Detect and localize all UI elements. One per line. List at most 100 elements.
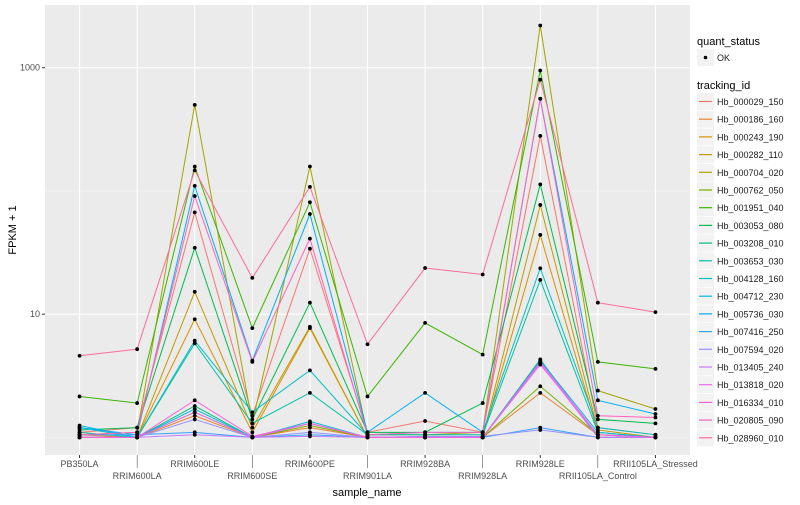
data-point-Hb_020805_090-RRIM901LA — [365, 432, 370, 437]
x-tick-label: RRIM928BA — [400, 459, 450, 469]
data-point-Hb_003053_080-RRII105LA_Stressed — [653, 421, 658, 426]
legend-label: Hb_020805_090 — [717, 416, 784, 426]
x-tick-label: RRII105LA_Control — [559, 471, 637, 481]
data-point-Hb_020805_090-RRII105LA_Stressed — [653, 415, 658, 420]
x-tick-label: RRIM600SE — [227, 471, 277, 481]
data-point-Hb_000704_020-RRIM928LE — [538, 23, 543, 28]
data-point-Hb_020805_090-RRII105LA_Control — [595, 413, 600, 418]
data-point-Hb_000029_150-RRIM600SE — [250, 413, 255, 418]
data-point-Hb_028960_010-RRIM928LE — [538, 77, 543, 82]
legend: quant_status OK tracking_id Hb_000029_15… — [697, 36, 784, 447]
data-point-Hb_020805_090-RRIM600PE — [308, 236, 312, 241]
data-point-Hb_000762_050-RRIM928LE — [538, 384, 543, 389]
data-point-Hb_013818_020-RRIM600LE — [192, 410, 197, 415]
data-point-Hb_000186_160-RRIM928LE — [538, 390, 543, 395]
legend-label: Hb_004712_230 — [717, 292, 784, 302]
data-point-Hb_005736_030-RRIM600PE — [308, 212, 312, 216]
x-axis-title: sample_name — [332, 487, 401, 499]
data-point-Hb_020805_090-RRIM928LA — [480, 430, 485, 435]
legend-label: Hb_000243_190 — [717, 132, 784, 142]
data-point-Hb_003653_030-RRIM600SE — [250, 421, 255, 426]
data-point-Hb_004128_160-RRII105LA_Control — [595, 425, 600, 430]
data-point-Hb_003208_010-RRIM600LE — [192, 404, 197, 408]
data-point-Hb_003053_080-RRIM600PE — [308, 300, 312, 305]
data-point-Hb_000029_150-RRIM928BA — [423, 419, 427, 423]
data-point-Hb_000282_110-RRIM600SE — [250, 425, 255, 430]
data-point-Hb_028960_010-RRIM901LA — [365, 342, 370, 347]
data-point-Hb_000282_110-RRIM928LE — [538, 203, 543, 207]
data-point-Hb_001951_040-RRII105LA_Stressed — [653, 366, 658, 371]
data-point-Hb_003053_080-RRIM600LE — [192, 245, 197, 250]
legend-label: Hb_003053_080 — [717, 221, 784, 231]
data-point-Hb_020805_090-PB350LA — [77, 432, 82, 437]
data-point-Hb_007594_020-RRIM600LE — [192, 417, 197, 422]
data-point-Hb_013818_020-RRIM928LE — [538, 362, 543, 367]
data-point-Hb_000704_020-RRII105LA_Control — [595, 388, 600, 393]
data-point-Hb_020805_090-RRIM600SE — [250, 360, 255, 364]
legend-label: Hb_016334_010 — [717, 398, 784, 408]
legend-label: Hb_001951_040 — [717, 203, 784, 213]
data-point-Hb_003653_030-RRIM600LE — [192, 341, 197, 346]
data-point-Hb_016334_010-RRIM928LA — [480, 435, 485, 440]
y-axis: 10 1000 — [20, 63, 45, 319]
x-axis: PB350LA RRIM600LA RRIM600LE RRIM600SE RRIM60… — [61, 455, 698, 481]
legend-point-ok — [703, 55, 708, 60]
data-point-Hb_020805_090-RRIM928BA — [423, 430, 427, 435]
legend-label: Hb_013405_240 — [717, 363, 784, 373]
data-point-Hb_003053_080-RRIM928LA — [480, 401, 485, 405]
data-point-Hb_028960_010-PB350LA — [77, 353, 82, 358]
data-point-Hb_028960_010-RRIM928LA — [480, 272, 485, 277]
data-point-Hb_000243_190-RRIM928LE — [538, 233, 543, 237]
data-point-Hb_016334_010-RRIM600LE — [192, 398, 197, 403]
data-point-Hb_001951_040-RRIM600LA — [135, 401, 140, 405]
data-point-Hb_028960_010-RRIM600LA — [135, 347, 140, 352]
data-point-Hb_004128_160-RRIM600LE — [192, 338, 197, 343]
data-point-Hb_016334_010-PB350LA — [77, 435, 82, 440]
data-point-Hb_028960_010-RRIM600LE — [192, 168, 197, 173]
x-tick-label: RRIM600PE — [285, 459, 335, 469]
data-point-Hb_007594_020-RRIM600PE — [308, 430, 312, 435]
data-point-Hb_005736_030-RRII105LA_Control — [595, 398, 600, 403]
data-point-Hb_005736_030-RRIM928BA — [423, 390, 427, 395]
x-tick-label: RRIM600LE — [170, 459, 219, 469]
data-point-Hb_020805_090-RRIM600LE — [192, 194, 197, 198]
x-tick-label: RRIM928LA — [458, 471, 507, 481]
legend-label: Hb_000704_020 — [717, 168, 784, 178]
data-point-Hb_013405_240-RRII105LA_Control — [595, 435, 600, 440]
data-point-Hb_001951_040-RRIM928LA — [480, 352, 485, 357]
legend-label: Hb_028960_010 — [717, 433, 784, 443]
data-point-Hb_001951_040-PB350LA — [77, 394, 82, 399]
data-point-Hb_001951_040-RRIM928LE — [538, 68, 543, 73]
y-axis-title: FPKM + 1 — [7, 205, 19, 254]
data-point-Hb_001951_040-RRIM600SE — [250, 326, 255, 331]
x-tick-label: RRII105LA_Stressed — [613, 459, 698, 469]
data-point-Hb_016334_010-RRIM901LA — [365, 435, 370, 440]
legend-label-ok: OK — [717, 53, 730, 63]
data-point-Hb_028960_010-RRII105LA_Control — [595, 300, 600, 305]
legend-label: Hb_007594_020 — [717, 345, 784, 355]
data-point-Hb_003653_030-RRIM600PE — [308, 390, 312, 395]
data-point-Hb_001951_040-RRIM928BA — [423, 320, 427, 325]
data-point-Hb_016334_010-RRII105LA_Control — [595, 432, 600, 437]
data-point-Hb_001951_040-RRII105LA_Control — [595, 360, 600, 364]
data-point-Hb_000243_190-RRIM600SE — [250, 430, 255, 435]
data-point-Hb_016334_010-RRIM928BA — [423, 435, 427, 440]
data-point-Hb_020805_090-RRIM928LE — [538, 96, 543, 101]
data-point-Hb_028960_010-RRII105LA_Stressed — [653, 310, 658, 314]
data-point-Hb_016334_010-RRIM600LA — [135, 435, 140, 440]
grid-lines — [45, 5, 690, 455]
data-point-Hb_001951_040-RRIM600LE — [192, 164, 197, 169]
data-point-Hb_013405_240-RRIM600PE — [308, 434, 312, 439]
x-tick-label: RRIM901LA — [343, 471, 392, 481]
data-point-Hb_001951_040-RRIM600PE — [308, 200, 312, 205]
shape-legend-title: quant_status — [697, 36, 760, 48]
data-point-Hb_000029_150-RRIM928LE — [538, 133, 543, 138]
legend-label: Hb_000282_110 — [717, 150, 783, 160]
data-point-Hb_000186_160-RRIM600LE — [192, 413, 197, 418]
data-point-Hb_000029_150-RRIM600LE — [192, 210, 197, 215]
data-point-Hb_000282_110-RRIM600PE — [308, 324, 312, 329]
x-tick-label: RRIM600LA — [113, 471, 162, 481]
legend-label: Hb_004128_160 — [717, 274, 784, 284]
data-point-Hb_016334_010-RRIM928LE — [538, 360, 543, 364]
data-point-Hb_003053_080-RRIM928LE — [538, 182, 543, 187]
